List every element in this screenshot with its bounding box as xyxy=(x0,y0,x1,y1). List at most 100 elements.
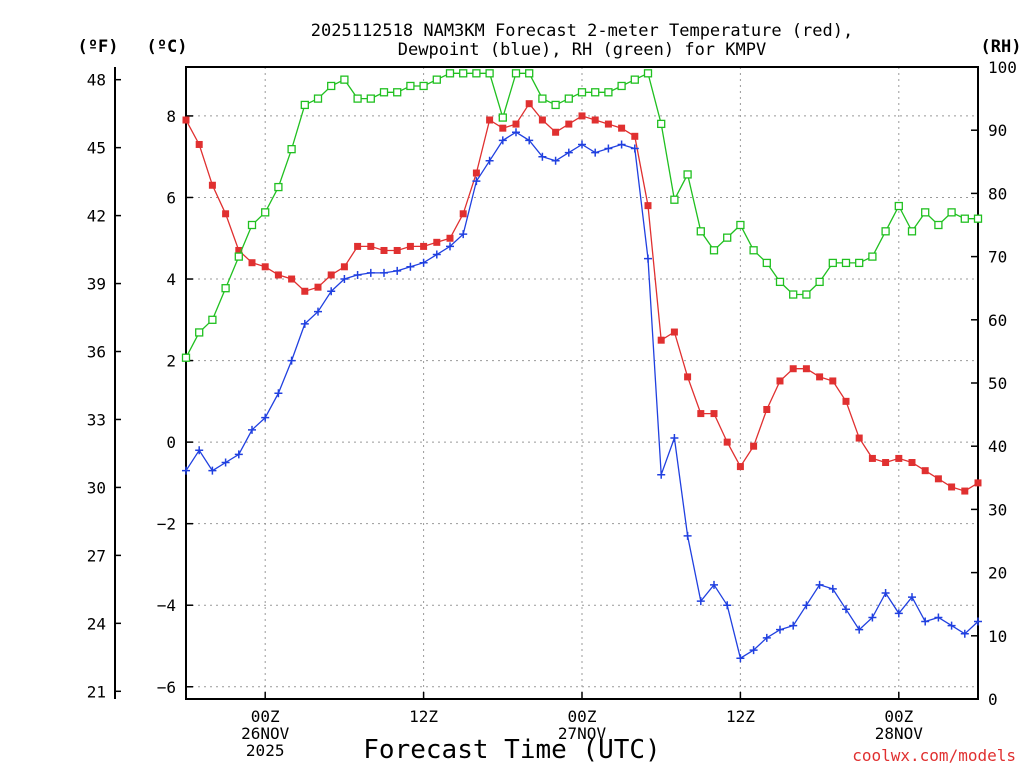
temperature-data-point xyxy=(499,124,507,132)
rh-data-point xyxy=(604,88,613,97)
dewpoint-data-point xyxy=(353,270,362,279)
dewpoint-data-point xyxy=(908,593,916,602)
dewpoint-data-point xyxy=(459,230,468,239)
credit-text: coolwx.com/models xyxy=(852,746,1016,765)
rh-data-point xyxy=(340,75,349,84)
dewpoint-data-point xyxy=(736,654,745,663)
grid-lines xyxy=(186,67,978,699)
temperature-data-point xyxy=(736,463,744,471)
dewpoint-data-point xyxy=(815,580,824,589)
dewpoint-data-point xyxy=(419,258,428,267)
temperature-data-point xyxy=(802,365,810,373)
dewpoint-data-point xyxy=(617,140,626,149)
temperature-data-point xyxy=(288,275,296,283)
dewpoint-data-point xyxy=(538,152,547,161)
dewpoint-data-point xyxy=(221,458,230,467)
temperature-data-point xyxy=(618,124,626,132)
dewpoint-data-point xyxy=(604,144,613,153)
time-tick-label: 00Z xyxy=(568,707,597,726)
rh-data-point xyxy=(564,94,573,103)
rh-data-point xyxy=(894,201,903,211)
rh-tick-label: 40 xyxy=(988,437,1007,456)
fahrenheit-tick-label: 42 xyxy=(87,207,106,226)
temperature-data-point xyxy=(934,475,942,483)
rh-data-point xyxy=(723,233,732,242)
rh-data-point xyxy=(234,252,243,261)
temperature-data-point xyxy=(195,140,203,148)
temperature-data-point xyxy=(868,454,876,462)
chart-title-line2: Dewpoint (blue), RH (green) for KMPV xyxy=(398,40,766,60)
rh-data-point xyxy=(353,94,362,103)
temperature-data-point xyxy=(354,242,362,250)
celsius-tick-label: 6 xyxy=(166,188,176,207)
dewpoint-data-point xyxy=(670,434,679,443)
rh-tick-label: 80 xyxy=(988,184,1007,203)
temperature-data-point xyxy=(816,373,824,381)
dewpoint-data-point xyxy=(406,262,415,271)
dewpoint-data-point xyxy=(234,450,243,459)
fahrenheit-tick-label: 30 xyxy=(87,478,106,497)
rh-data-point xyxy=(960,214,969,223)
temperature-data-point xyxy=(882,459,890,467)
dewpoint-data-point xyxy=(828,584,837,593)
rh-data-point xyxy=(261,208,270,217)
rh-data-point xyxy=(525,69,534,78)
dewpoint-data-point xyxy=(960,629,969,638)
rh-data-point xyxy=(947,208,956,217)
celsius-tick-label: −4 xyxy=(157,596,176,615)
dewpoint-data-point xyxy=(366,268,375,277)
temperature-data-point xyxy=(182,116,190,124)
rh-data-point xyxy=(511,69,521,78)
dewpoint-data-point xyxy=(208,466,217,475)
temperature-data-point xyxy=(591,116,599,124)
temperature-data-point xyxy=(420,242,428,250)
fahrenheit-tick-label: 45 xyxy=(87,139,106,158)
temperature-data-point xyxy=(723,438,731,446)
rh-tick-label: 10 xyxy=(988,627,1007,646)
temperature-data-point xyxy=(776,377,784,385)
time-tick-label: 00Z xyxy=(251,707,280,726)
fahrenheit-tick-label: 27 xyxy=(87,546,106,565)
plot-frame xyxy=(185,66,979,700)
fahrenheit-unit-label: (ºF) xyxy=(78,37,119,57)
dewpoint-data-point xyxy=(182,466,190,475)
rh-tick-label: 0 xyxy=(988,690,998,709)
temperature-data-point xyxy=(512,120,520,128)
temperature-data-point xyxy=(921,467,929,475)
temperature-data-point xyxy=(948,483,956,491)
rh-data-point xyxy=(419,81,428,91)
temperature-data-point xyxy=(710,410,718,418)
rh-data-point xyxy=(551,100,560,110)
temperature-data-point xyxy=(670,328,678,336)
dewpoint-data-point xyxy=(710,580,718,589)
fahrenheit-tick-label: 21 xyxy=(87,682,106,701)
temperature-data-point xyxy=(697,410,705,418)
rh-data-point xyxy=(274,182,283,192)
temperature-data-point xyxy=(552,128,560,136)
temperature-series-line xyxy=(185,102,979,492)
temperature-data-point xyxy=(459,210,467,218)
rh-data-point xyxy=(313,94,323,103)
rh-data-point xyxy=(208,315,217,324)
temperature-data-point xyxy=(208,181,216,189)
rh-data-point xyxy=(181,353,191,362)
rh-tick-label: 30 xyxy=(988,500,1007,519)
rh-tick-label: 20 xyxy=(988,564,1007,583)
rh-data-point xyxy=(643,69,653,78)
rh-data-point xyxy=(300,100,309,110)
dewpoint-data-point xyxy=(472,177,481,186)
temperature-data-point xyxy=(314,283,322,291)
dewpoint-data-point xyxy=(868,613,877,622)
dewpoint-data-point xyxy=(248,425,256,434)
dewpoint-data-point xyxy=(894,609,903,618)
dewpoint-data-point xyxy=(855,625,864,634)
dewpoint-data-point xyxy=(393,266,402,275)
rh-data-point xyxy=(709,246,719,255)
dewpoint-data-point xyxy=(657,470,666,479)
fahrenheit-tick-label: 48 xyxy=(87,71,106,90)
celsius-tick-label: 8 xyxy=(166,107,176,126)
temperature-data-point xyxy=(750,442,758,450)
temperature-data-point xyxy=(895,454,903,462)
